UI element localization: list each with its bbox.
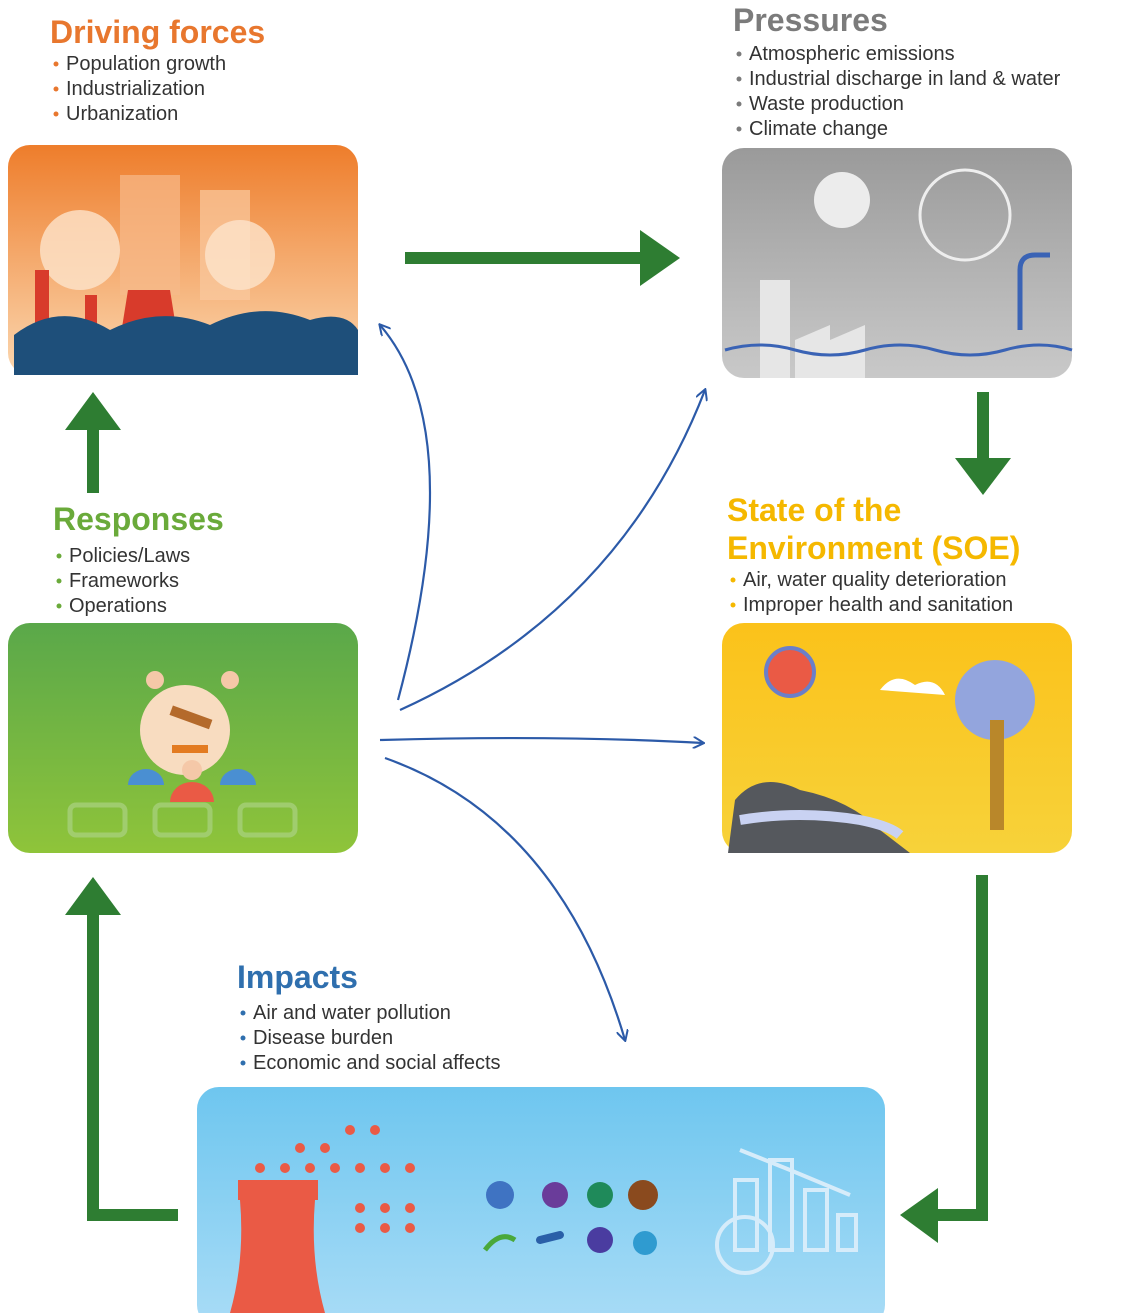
- node-title: Environment (SOE): [727, 530, 1020, 566]
- bullet: [241, 1011, 246, 1016]
- bullet-text: Waste production: [749, 93, 904, 115]
- bullet-text: Climate change: [749, 118, 888, 140]
- node-title: Responses: [53, 501, 224, 537]
- bullet: [731, 603, 736, 608]
- response-arrows: [380, 325, 705, 1040]
- bullet-text: Industrialization: [66, 78, 205, 100]
- driving-image: [8, 145, 358, 375]
- bullet: [54, 112, 59, 117]
- bullet-text: Population growth: [66, 53, 226, 75]
- bullet-text: Industrial discharge in land & water: [749, 68, 1061, 90]
- impacts-image: [197, 1087, 885, 1313]
- responses-image: [8, 623, 358, 853]
- bullet: [54, 62, 59, 67]
- bullet: [241, 1061, 246, 1066]
- dpsir-diagram: Driving forces Population growth Industria…: [0, 0, 1124, 1313]
- node-title: Driving forces: [50, 14, 265, 50]
- bullet-text: Economic and social affects: [253, 1052, 501, 1074]
- bullet-text: Frameworks: [69, 570, 179, 592]
- bullet-text: Atmospheric emissions: [749, 43, 955, 65]
- bullet: [57, 604, 62, 609]
- bullet: [731, 578, 736, 583]
- bullet: [54, 87, 59, 92]
- bullet: [57, 579, 62, 584]
- node-title: State of the: [727, 492, 901, 528]
- bullet: [57, 554, 62, 559]
- bullet: [737, 52, 742, 57]
- bullet: [737, 77, 742, 82]
- bullet-text: Disease burden: [253, 1027, 393, 1049]
- node-title: Pressures: [733, 2, 888, 38]
- state-image: [722, 623, 1072, 853]
- bullet: [737, 127, 742, 132]
- pressures-image: [722, 148, 1072, 378]
- bullet-text: Improper health and sanitation: [743, 594, 1013, 616]
- bullet: [737, 102, 742, 107]
- bullet-text: Air, water quality deterioration: [743, 569, 1006, 591]
- bullet-text: Air and water pollution: [253, 1002, 451, 1024]
- bullet-text: Operations: [69, 595, 167, 617]
- bullet-text: Urbanization: [66, 103, 178, 125]
- node-title: Impacts: [237, 959, 358, 995]
- bullet: [241, 1036, 246, 1041]
- bullet-text: Policies/Laws: [69, 545, 190, 567]
